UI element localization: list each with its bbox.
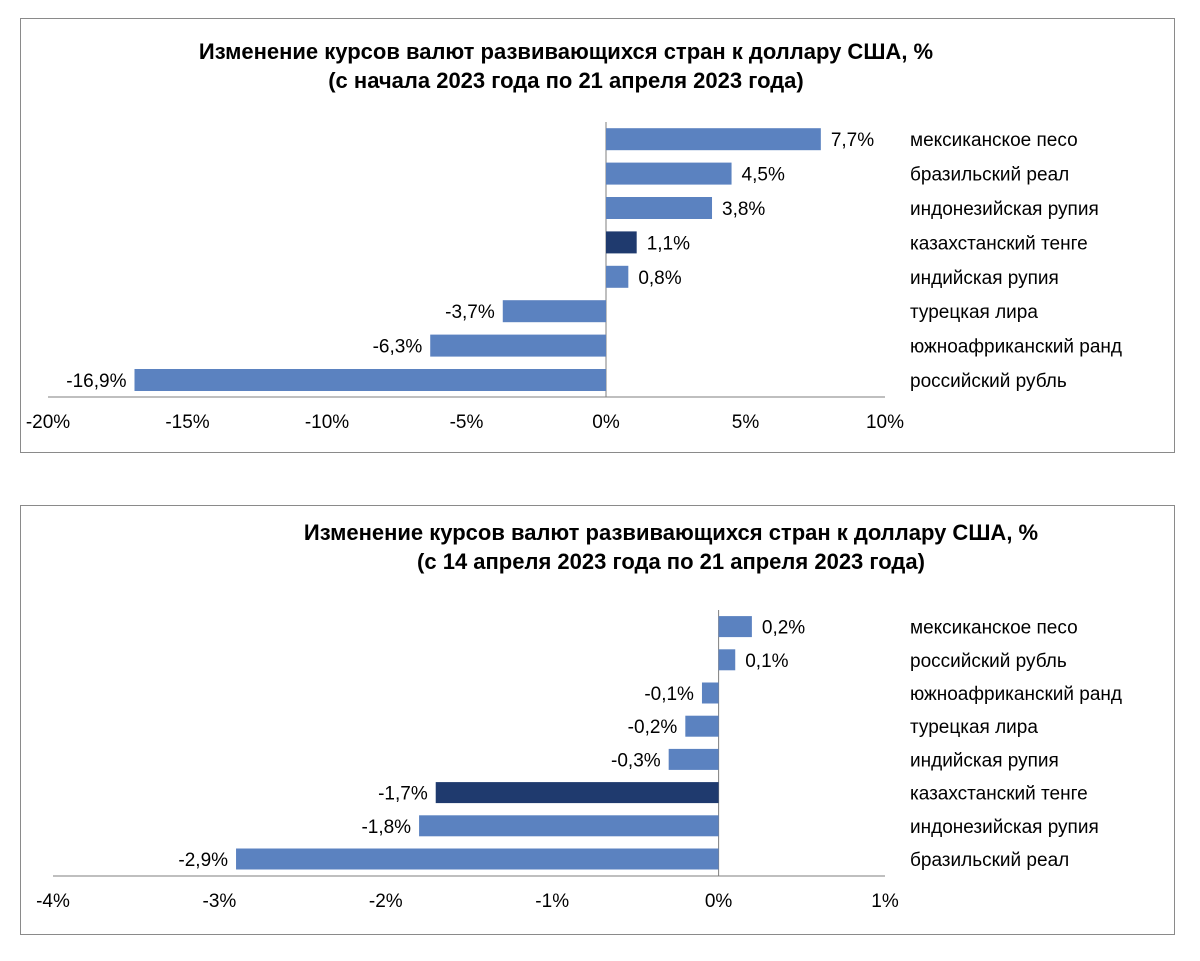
category-label: индонезийская рупия — [910, 199, 1099, 220]
data-label: -1,8% — [361, 817, 411, 838]
category-label: казахстанский тенге — [910, 233, 1088, 254]
bar — [435, 782, 719, 804]
category-label: индийская рупия — [910, 750, 1059, 771]
bar — [668, 748, 719, 770]
x-tick-label: -4% — [36, 891, 70, 912]
chart-title: Изменение курсов валют развивающихся стр… — [21, 518, 1200, 576]
category-label: турецкая лира — [910, 302, 1038, 323]
chart-title-line: Изменение курсов валют развивающихся стр… — [198, 39, 934, 64]
data-label: -0,2% — [628, 717, 678, 738]
bar — [718, 616, 752, 638]
data-label: -6,3% — [373, 337, 423, 358]
data-label: -3,7% — [445, 302, 495, 323]
category-label: индонезийская рупия — [910, 817, 1099, 838]
bar-chart-ytd: -20% -15% -10% -5% 0% 5% 10% 7,7% мексиканское п… — [26, 122, 1122, 433]
bar — [606, 162, 732, 185]
x-tick-label: -15% — [165, 412, 209, 433]
bar — [134, 369, 606, 391]
category-label: российский рубль — [910, 371, 1067, 392]
bar — [685, 715, 719, 737]
x-tick-label: 1% — [871, 891, 899, 912]
x-tick-label: 0% — [705, 891, 733, 912]
category-label: бразильский реал — [910, 850, 1069, 871]
category-label: мексиканское песо — [910, 130, 1078, 151]
data-label: -0,1% — [644, 684, 694, 705]
x-tick-label: -3% — [203, 891, 237, 912]
chart-subtitle-line: (с начала 2023 года по 21 апреля 2023 го… — [328, 68, 804, 93]
data-label: 4,5% — [742, 165, 785, 186]
category-label: южноафриканский ранд — [910, 337, 1122, 358]
chart-title: Изменение курсов валют развивающихся стр… — [21, 37, 1111, 95]
bar — [701, 682, 719, 704]
category-label: южноафриканский ранд — [910, 684, 1122, 705]
data-label: 0,8% — [638, 268, 681, 289]
x-tick-label: -10% — [305, 412, 349, 433]
category-label: казахстанский тенге — [910, 784, 1088, 805]
x-tick-label: -2% — [369, 891, 403, 912]
chart-panel-ytd: Изменение курсов валют развивающихся стр… — [20, 18, 1175, 453]
bar — [606, 128, 821, 151]
category-label: индийская рупия — [910, 268, 1059, 289]
x-tick-label: -1% — [535, 891, 569, 912]
data-label: 0,1% — [745, 651, 788, 672]
bar — [502, 300, 606, 323]
x-tick-label: -20% — [26, 412, 70, 433]
bar — [236, 848, 719, 870]
data-label: -16,9% — [66, 371, 126, 392]
x-tick-label: 5% — [732, 412, 760, 433]
data-label: -1,7% — [378, 784, 428, 805]
data-label: -2,9% — [178, 850, 228, 871]
x-tick-label: 0% — [592, 412, 620, 433]
bar-chart-week: -4% -3% -2% -1% 0% 1% 0,2% мексиканское песо 0,1… — [36, 610, 1122, 912]
data-label: 1,1% — [647, 233, 690, 254]
bar — [606, 197, 713, 219]
chart-subtitle-line: (с 14 апреля 2023 года по 21 апреля 2023… — [417, 549, 925, 574]
category-label: бразильский реал — [910, 165, 1069, 186]
bar — [606, 265, 629, 288]
chart-title-line: Изменение курсов валют развивающихся стр… — [303, 520, 1039, 545]
data-label: 0,2% — [762, 618, 805, 639]
category-label: мексиканское песо — [910, 618, 1078, 639]
bar — [718, 649, 736, 671]
bar — [430, 334, 606, 357]
chart-panel-week: Изменение курсов валют развивающихся стр… — [20, 505, 1175, 935]
category-label: российский рубль — [910, 651, 1067, 672]
category-label: турецкая лира — [910, 717, 1038, 738]
data-label: 7,7% — [831, 130, 874, 151]
x-tick-label: -5% — [450, 412, 484, 433]
x-tick-label: 10% — [866, 412, 904, 433]
bar — [419, 815, 719, 837]
data-label: 3,8% — [722, 199, 765, 220]
bar — [606, 231, 637, 254]
data-label: -0,3% — [611, 750, 661, 771]
